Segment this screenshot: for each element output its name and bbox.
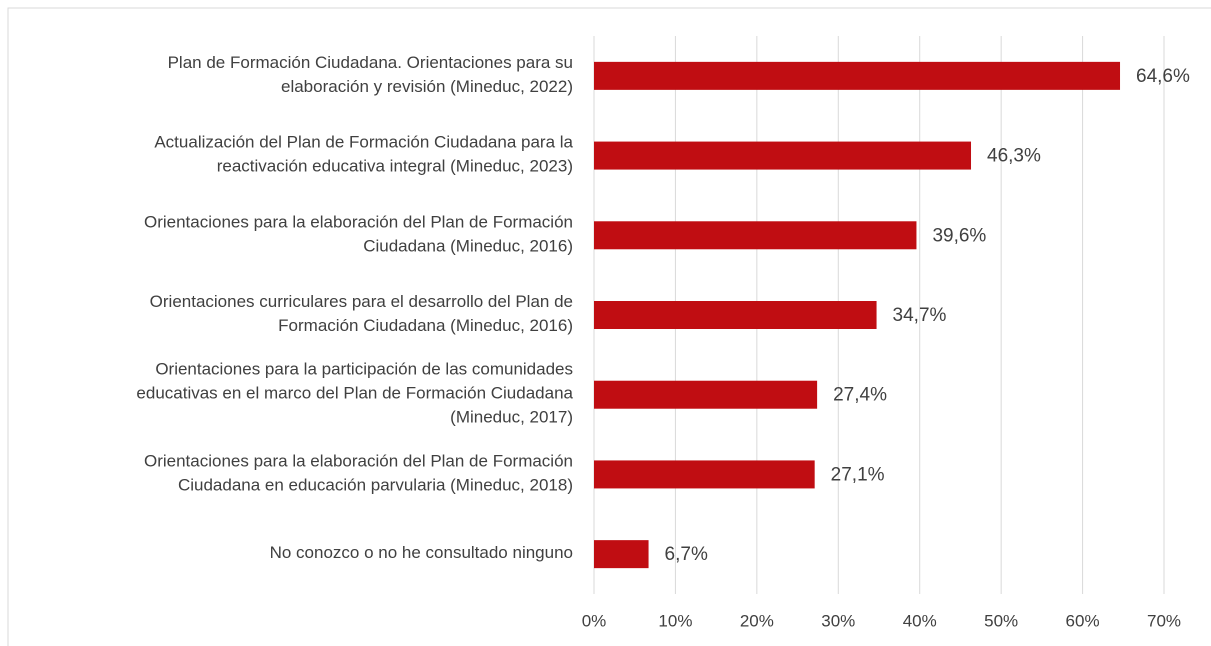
y-tick-label: Orientaciones para la elaboración del Pl…	[144, 213, 573, 256]
x-tick-label: 60%	[1066, 611, 1100, 630]
bar	[594, 141, 972, 170]
value-label: 27,4%	[833, 385, 887, 406]
x-tick-label: 70%	[1147, 611, 1181, 630]
x-tick-label: 20%	[740, 611, 774, 630]
y-tick-label: Orientaciones para la elaboración del Pl…	[144, 452, 573, 495]
x-tick-label: 50%	[984, 611, 1018, 630]
x-tick-label: 0%	[582, 611, 607, 630]
y-tick-label: Orientaciones curriculares para el desar…	[150, 292, 573, 335]
bar	[594, 301, 877, 329]
value-label: 46,3%	[987, 146, 1041, 167]
bar	[594, 221, 917, 250]
bar	[594, 61, 1121, 90]
value-label: 6,7%	[665, 544, 708, 565]
y-tick-label: Orientaciones para la participación de l…	[136, 360, 573, 427]
value-label: 34,7%	[893, 305, 947, 326]
y-tick-label: Plan de Formación Ciudadana. Orientacion…	[168, 53, 573, 96]
bar	[594, 460, 815, 489]
x-tick-label: 40%	[903, 611, 937, 630]
y-tick-label: Actualización del Plan de Formación Ciud…	[154, 133, 573, 176]
bar	[594, 540, 649, 569]
bar	[594, 380, 818, 409]
x-tick-label: 30%	[821, 611, 855, 630]
value-label: 39,6%	[932, 225, 986, 246]
value-label: 64,6%	[1136, 66, 1190, 87]
chart-frame	[7, 7, 1211, 646]
value-label: 27,1%	[831, 464, 885, 485]
x-tick-label: 10%	[658, 611, 692, 630]
y-tick-label: No conozco o no he consultado ninguno	[270, 544, 573, 563]
